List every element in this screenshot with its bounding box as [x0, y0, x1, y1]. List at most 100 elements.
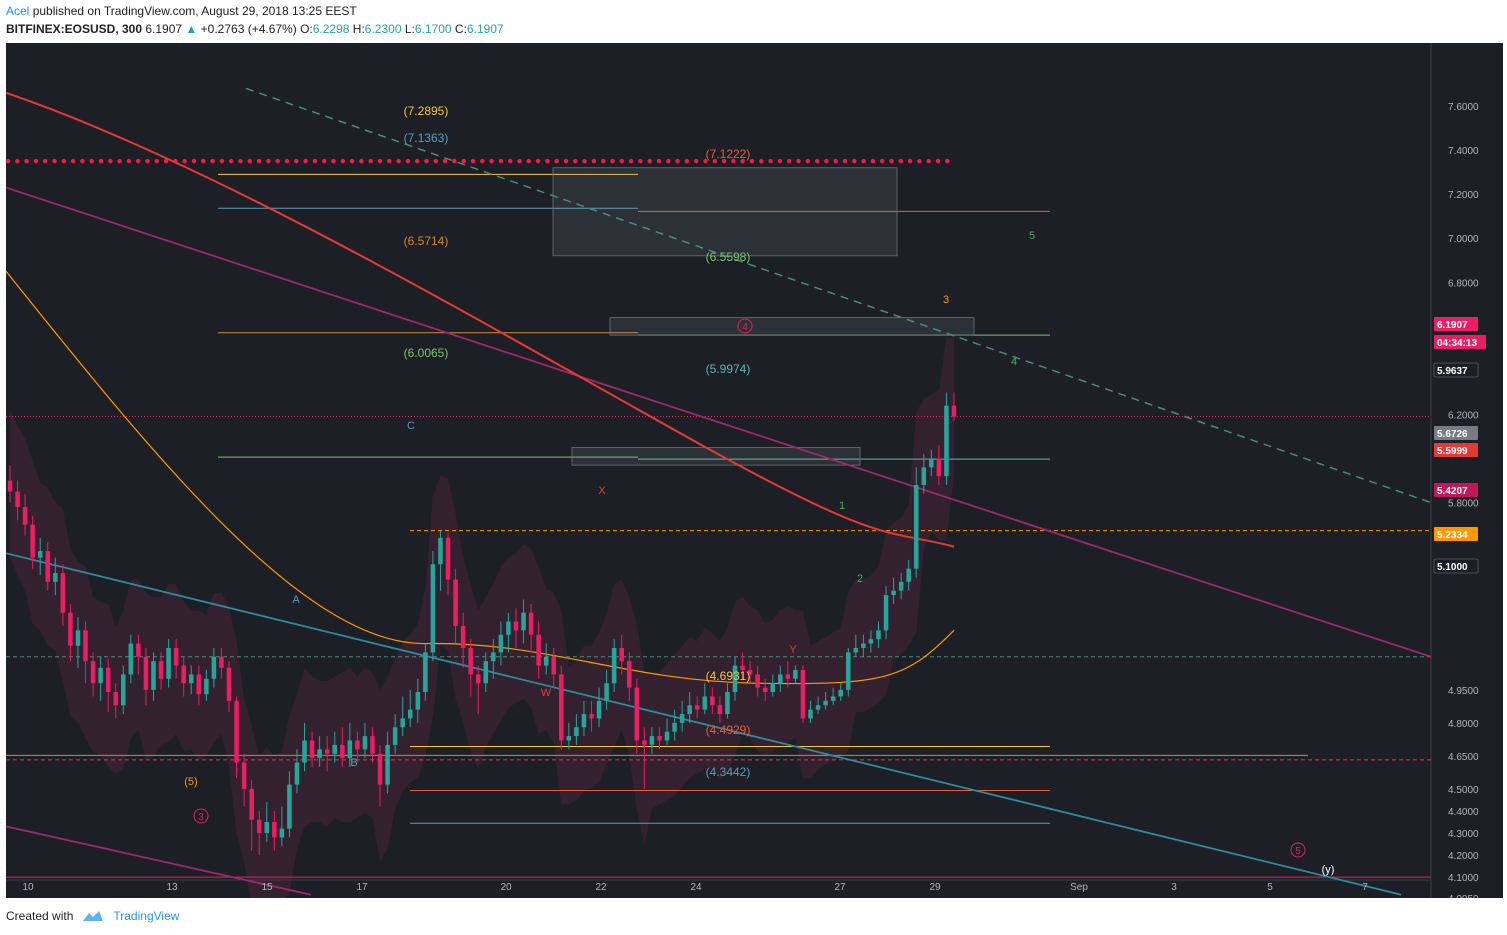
candle-body — [400, 718, 405, 728]
candle-body — [128, 643, 134, 675]
price-chart[interactable]: (7.2895) (7.1363) (7.1222) (6.5714) (6.5598)… — [6, 43, 1503, 898]
last-price: 6.1907 — [145, 22, 183, 36]
resistance-dot — [396, 158, 401, 164]
price-tick-label: 6.2000 — [1448, 410, 1479, 421]
resistance-dot — [694, 158, 699, 164]
price-badge-label: 5.9637 — [1437, 366, 1468, 377]
fib-value-label: (4.4929) — [706, 723, 751, 737]
high-label: H: — [352, 22, 365, 36]
candle-body — [566, 736, 572, 741]
fib-value-label: (4.6931) — [706, 669, 751, 683]
candle-body — [830, 696, 836, 701]
candle-body — [838, 689, 843, 697]
price-tick-label: 4.3000 — [1448, 829, 1479, 840]
candle-body — [407, 709, 413, 719]
candle-body — [778, 674, 783, 684]
candle-body — [460, 625, 466, 648]
resistance-dot — [80, 158, 85, 164]
wave-label: A — [292, 594, 300, 606]
resistance-dot — [554, 158, 559, 164]
resistance-dot — [666, 158, 671, 164]
candle-body — [370, 736, 375, 754]
resistance-dot — [489, 158, 494, 164]
candle-body — [241, 762, 247, 789]
candle-body — [302, 740, 307, 763]
resistance-dot — [284, 158, 290, 164]
candle-body — [279, 828, 285, 838]
candle-body — [725, 692, 730, 715]
candle-body — [747, 669, 753, 675]
candle-body — [143, 656, 149, 690]
candle-body — [438, 537, 443, 565]
resistance-dot — [824, 158, 829, 164]
time-tick-label: 24 — [690, 882, 702, 893]
candle-body — [324, 749, 330, 754]
ema-orange-line — [6, 270, 955, 685]
time-tick-label: 3 — [1171, 882, 1177, 893]
created-with-label: Created with — [6, 909, 74, 923]
candle-body — [158, 661, 164, 679]
price-badge-label: 5.6726 — [1437, 429, 1468, 440]
candle-body — [626, 661, 632, 688]
resistance-dot — [219, 158, 225, 164]
close-value: 6.1907 — [466, 22, 504, 36]
candle-body — [264, 821, 270, 834]
low-label: L: — [404, 22, 415, 36]
resistance-dot — [387, 158, 392, 164]
resistance-dot — [126, 158, 132, 164]
resistance-dot — [191, 158, 197, 164]
candle-body — [921, 467, 927, 485]
time-tick-label: 10 — [22, 882, 34, 893]
resistance-dot — [182, 158, 187, 164]
author-link[interactable]: Acel — [6, 4, 30, 18]
resistance-dot — [145, 158, 150, 164]
resistance-dot — [480, 158, 485, 164]
candle-body — [45, 551, 51, 582]
open-value: 6.2298 — [312, 22, 350, 36]
price-badge — [1434, 317, 1478, 331]
candle-body — [506, 621, 511, 635]
candle-body — [211, 656, 217, 679]
candle-body — [551, 656, 557, 675]
price-tick-label: 4.0050 — [1448, 894, 1479, 898]
candle-body — [876, 630, 881, 640]
tradingview-link[interactable]: TradingView — [113, 909, 180, 923]
candle-body — [113, 692, 118, 706]
candle-body — [196, 674, 202, 695]
candle-body — [861, 643, 866, 648]
candle-body — [604, 683, 609, 701]
candle-body — [453, 579, 458, 626]
resistance-dot — [907, 158, 913, 164]
candle-body — [377, 753, 383, 785]
resistance-dot — [517, 158, 522, 164]
resistance-dot — [712, 158, 717, 164]
wave-label: (y) — [1322, 864, 1335, 876]
price-change: +0.2763 (+4.67%) — [200, 22, 297, 36]
candle-body — [740, 665, 745, 670]
channel-lower-line — [6, 825, 312, 896]
symbol-line: BITFINEX:EOSUSD, 300 6.1907 ▲ +0.2763 (+… — [6, 22, 504, 36]
candle-body — [98, 667, 103, 684]
resistance-dot — [721, 158, 727, 164]
fib-value-label: (7.1222) — [706, 147, 751, 161]
candle-body — [256, 819, 262, 834]
wave-label: W — [541, 687, 552, 699]
candle-body — [272, 821, 277, 838]
chart-area[interactable]: (7.2895) (7.1363) (7.1222) (6.5714) (6.5598)… — [6, 43, 1503, 898]
resistance-dot — [61, 158, 66, 164]
candle-body — [536, 634, 541, 666]
candle-body — [642, 740, 647, 745]
channel-middle-line — [6, 552, 1402, 896]
candle-body — [951, 405, 957, 417]
candle-body — [166, 647, 171, 679]
resistance-dot — [777, 158, 783, 164]
resistance-dot — [89, 158, 94, 164]
candle-body — [204, 678, 209, 695]
resistance-dot — [508, 158, 513, 164]
candle-body — [53, 573, 58, 582]
candle-body — [392, 727, 398, 745]
resistance-dot — [787, 158, 792, 164]
price-tick-label: 4.9500 — [1448, 686, 1479, 697]
candle-body — [732, 665, 738, 693]
resistance-dot — [591, 158, 597, 164]
